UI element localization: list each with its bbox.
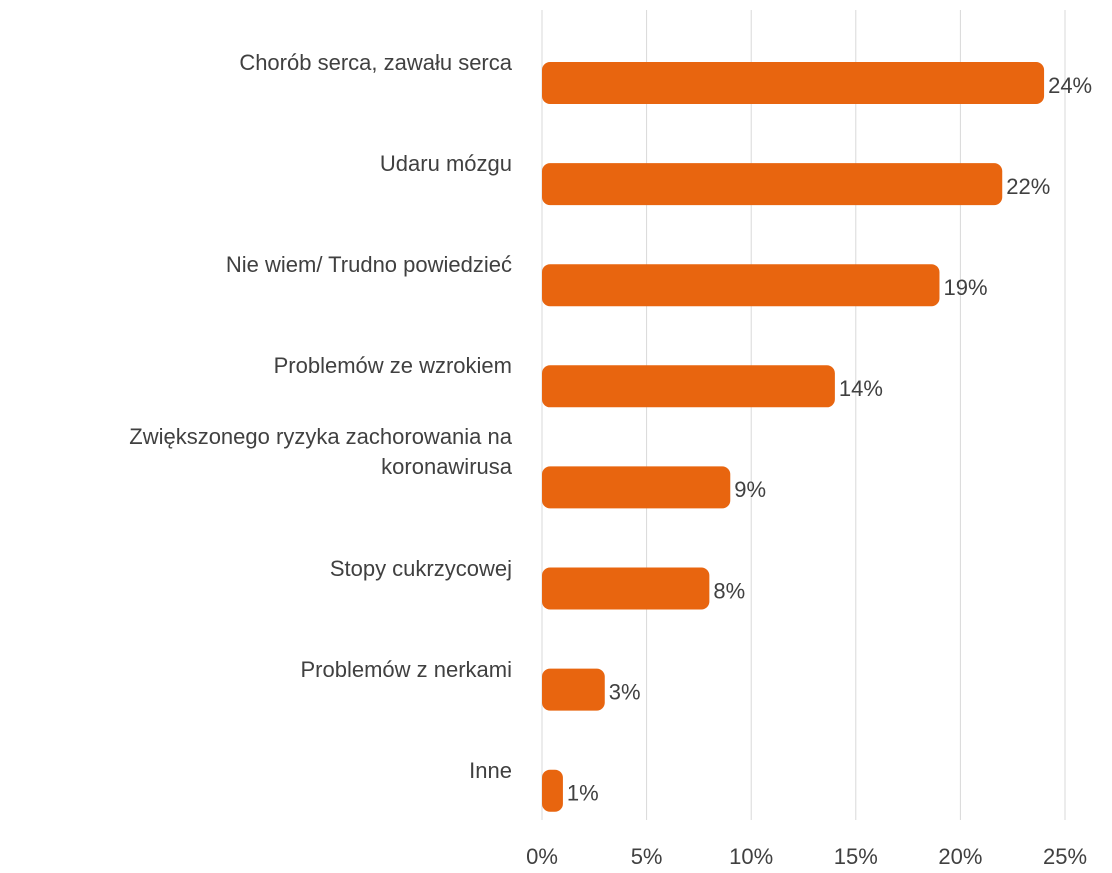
value-label: 8% [713, 578, 745, 603]
category-label: Stopy cukrzycowej [329, 555, 512, 581]
x-tick-label: 20% [938, 844, 982, 869]
category-label: Problemów ze wzrokiem [273, 353, 512, 379]
x-tick-label: 5% [631, 844, 663, 869]
x-tick-label: 25% [1043, 844, 1087, 869]
category-label: Zwiększonego ryzyka zachorowania na koro… [129, 424, 512, 480]
x-tick-label: 10% [729, 844, 773, 869]
value-label: 19% [943, 275, 987, 300]
bar [542, 163, 1003, 206]
value-label: 22% [1006, 174, 1050, 199]
value-label: 24% [1048, 73, 1092, 98]
bar [542, 62, 1045, 104]
category-label: Problemów z nerkami [300, 656, 512, 682]
value-label: 14% [839, 376, 883, 401]
bar [542, 466, 731, 509]
bar [542, 668, 605, 711]
value-label: 9% [734, 477, 766, 502]
bar [542, 264, 940, 307]
category-label: Udaru mózgu [379, 151, 512, 177]
category-label: Chorób serca, zawału serca [239, 50, 512, 75]
bar [542, 365, 835, 408]
bar [542, 567, 710, 610]
value-label: 1% [567, 781, 599, 806]
value-label: 3% [609, 679, 641, 704]
bar [542, 769, 563, 812]
category-label: Inne [469, 757, 512, 783]
x-tick-label: 15% [834, 844, 878, 869]
x-tick-label: 0% [526, 844, 558, 869]
category-label: Nie wiem/ Trudno powiedzieć [225, 252, 512, 278]
